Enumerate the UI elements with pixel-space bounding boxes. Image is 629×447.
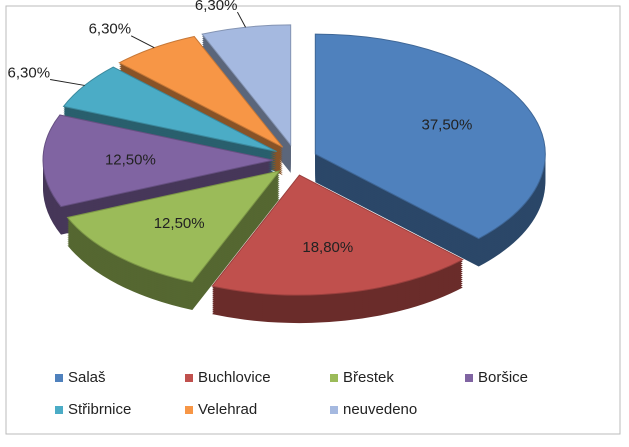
legend-label: Salaš bbox=[68, 369, 106, 386]
data-label: 6,30% bbox=[89, 21, 132, 38]
leader-line bbox=[50, 79, 85, 86]
slice bbox=[211, 174, 464, 296]
legend-swatch bbox=[330, 406, 338, 414]
leader-line bbox=[130, 35, 155, 49]
slice bbox=[201, 24, 292, 147]
legend-swatch bbox=[55, 374, 63, 382]
legend-label: Střibrnice bbox=[68, 401, 131, 418]
data-label: 6,30% bbox=[195, 0, 238, 14]
legend-swatch bbox=[55, 406, 63, 414]
legend-swatch bbox=[330, 374, 338, 382]
slice bbox=[66, 170, 281, 283]
data-label: 6,30% bbox=[8, 65, 51, 82]
data-label: 12,50% bbox=[105, 152, 156, 169]
legend-swatch bbox=[185, 374, 193, 382]
legend-label: neuvedeno bbox=[343, 401, 417, 418]
legend-swatch bbox=[185, 406, 193, 414]
slice bbox=[42, 114, 274, 208]
slice bbox=[62, 66, 277, 153]
slice bbox=[314, 33, 546, 240]
legend-label: Břestek bbox=[343, 369, 394, 386]
legend-label: Boršice bbox=[478, 369, 528, 386]
legend-label: Velehrad bbox=[198, 401, 257, 418]
data-label: 18,80% bbox=[302, 239, 353, 256]
legend-swatch bbox=[465, 374, 473, 382]
legend-label: Buchlovice bbox=[198, 369, 271, 386]
leader-line bbox=[236, 11, 246, 28]
data-label: 12,50% bbox=[154, 215, 205, 232]
data-label: 37,50% bbox=[421, 116, 472, 133]
